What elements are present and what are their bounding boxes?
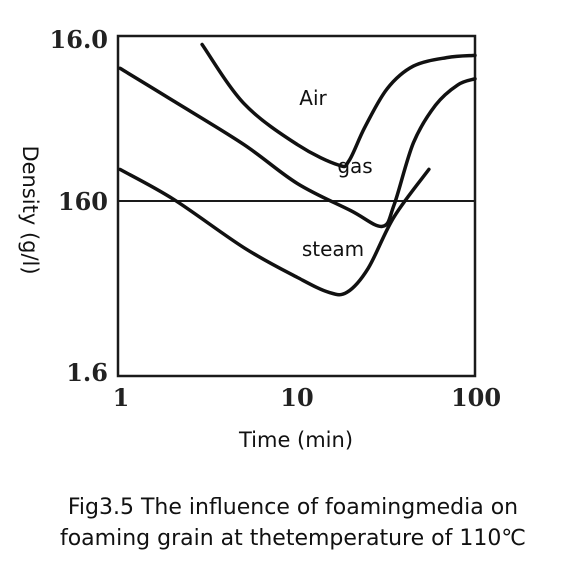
series-label-gas: gas bbox=[337, 154, 372, 178]
series-label-air: Air bbox=[299, 86, 327, 110]
y-axis-label: Density (g/l) bbox=[18, 145, 42, 274]
y-tick-label: 160 bbox=[58, 187, 108, 216]
y-tick-label: 1.6 bbox=[66, 358, 108, 387]
figure-caption: Fig3.5 The influence of foamingmedia on … bbox=[0, 492, 586, 554]
series-layer bbox=[118, 42, 477, 297]
caption-line-2: foaming grain at thetemperature of 110℃ bbox=[59, 526, 527, 551]
y-tick-label: 16.0 bbox=[50, 25, 108, 54]
density-time-chart: 16.0 160 1.6 1 10 100 Time (min) Density… bbox=[18, 25, 501, 452]
x-tick-label: 10 bbox=[280, 383, 313, 412]
x-tick-label: 1 bbox=[113, 383, 130, 412]
x-axis-label: Time (min) bbox=[238, 428, 353, 452]
series-line-gas bbox=[118, 66, 477, 229]
caption-line-1: Fig3.5 The influence of foamingmedia on bbox=[67, 495, 519, 520]
series-label-steam: steam bbox=[302, 237, 364, 261]
x-tick-label: 100 bbox=[451, 383, 501, 412]
series-line-steam bbox=[118, 167, 431, 297]
plot-frame bbox=[116, 34, 477, 378]
series-line-air bbox=[200, 42, 477, 169]
